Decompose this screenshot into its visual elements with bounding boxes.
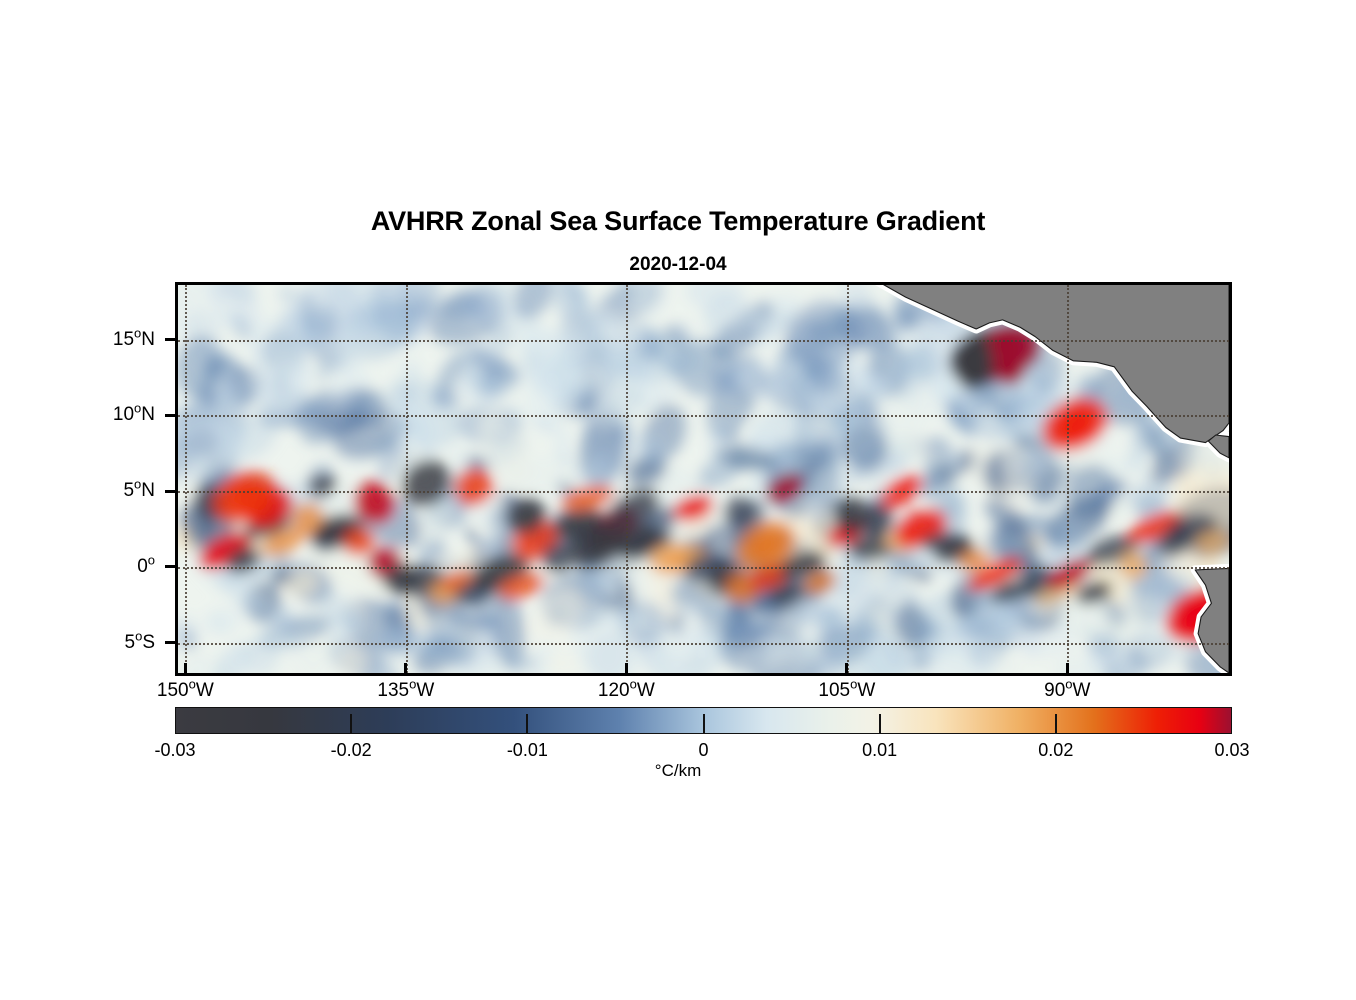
x-axis-tick <box>404 663 408 676</box>
gridline-vertical <box>185 285 188 673</box>
colorbar-tick-label: 0 <box>698 740 709 760</box>
x-axis-tick <box>845 663 849 676</box>
x-axis-tick-label: 120oW <box>597 676 655 701</box>
figure-subtitle: 2020-12-04 <box>629 254 727 275</box>
x-axis-tick-label: 90oW <box>1044 676 1091 701</box>
colorbar-tick <box>526 714 529 734</box>
colorbar-tick-label: -0.03 <box>154 740 196 760</box>
colorbar-tick <box>1054 714 1057 734</box>
figure-title: AVHRR Zonal Sea Surface Temperature Grad… <box>370 206 986 236</box>
x-axis-tick-label: 135oW <box>377 676 435 701</box>
colorbar-tick <box>350 714 353 734</box>
map-axes[interactable] <box>175 282 1232 676</box>
x-axis-tick <box>624 663 628 676</box>
gridline-horizontal <box>178 339 1229 342</box>
y-axis-tick <box>165 413 178 417</box>
colorbar-tick-label: 0.03 <box>1214 740 1250 760</box>
colorbar-tick <box>702 714 705 734</box>
y-axis-tick-label: 5oN <box>123 476 155 502</box>
y-axis-tick <box>165 338 178 342</box>
gridline-vertical <box>846 285 849 673</box>
y-axis-tick-label: 5oS <box>124 628 156 653</box>
sst-gradient-heatmap <box>178 285 1229 673</box>
gridline-horizontal <box>178 415 1229 418</box>
colorbar-tick-label: -0.01 <box>506 740 548 760</box>
y-axis-tick-label: 0o <box>137 552 155 577</box>
x-axis-tick <box>183 663 187 676</box>
x-axis-tick-label: 105oW <box>818 676 876 701</box>
y-axis-tick <box>165 565 178 569</box>
y-axis-tick <box>165 489 178 493</box>
y-axis-tick-label: 10oN <box>112 401 155 426</box>
gridline-vertical <box>626 285 629 673</box>
colorbar-tick-label: 0.02 <box>1038 740 1074 760</box>
x-axis-tick-label: 150oW <box>156 676 214 701</box>
gridline-horizontal <box>178 491 1229 494</box>
gridline-vertical <box>1067 285 1070 673</box>
y-axis-tick-label: 15oN <box>112 325 155 350</box>
colorbar-unit-label: °C/km <box>654 761 702 780</box>
colorbar-tick-label: 0.01 <box>862 740 898 760</box>
x-axis-tick <box>1065 663 1069 676</box>
y-axis-tick <box>165 641 178 645</box>
colorbar-tick <box>878 714 881 734</box>
gridline-horizontal <box>178 642 1229 645</box>
colorbar-tick-label: -0.02 <box>330 740 372 760</box>
gridline-vertical <box>405 285 408 673</box>
gridline-horizontal <box>178 566 1229 569</box>
